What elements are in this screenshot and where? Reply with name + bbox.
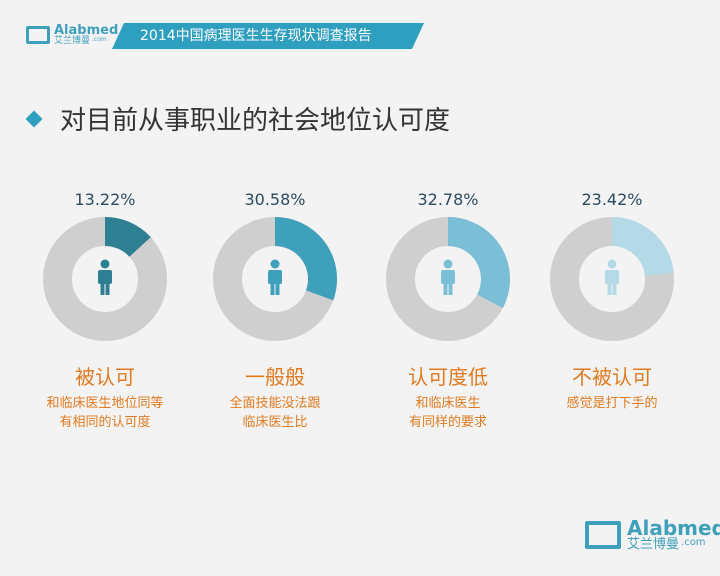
person-icon xyxy=(441,259,455,295)
donut-chart xyxy=(550,217,674,341)
category-label: 一般般 xyxy=(245,365,305,389)
category-desc: 和临床医生地位同等 有相同的认可度 xyxy=(20,394,190,432)
percent-value: 32.78% xyxy=(417,190,479,209)
desc-line: 感觉是打下手的 xyxy=(566,396,658,411)
brand-name: Alabmed xyxy=(54,23,119,38)
brand-suffix: .com xyxy=(92,36,107,43)
category-desc: 和临床医生有同样的要求 xyxy=(363,394,533,432)
footer-logo: Alabmed 艾兰博曼 .com xyxy=(585,518,720,551)
logo-icon xyxy=(585,520,621,549)
diamond-bullet-icon xyxy=(25,110,43,127)
person-icon xyxy=(605,259,619,295)
desc-line: 临床医生比 xyxy=(242,415,308,430)
donut-segment xyxy=(612,217,674,276)
category-desc: 全面技能没法跟 临床医生比 xyxy=(190,394,360,432)
stat-item: 32.78% 认可度低 和临床医生有同样的要求 xyxy=(363,190,533,432)
category-label: 认可度低 xyxy=(408,365,488,389)
desc-line: 和临床医生 xyxy=(415,396,481,411)
brand-name: Alabmed xyxy=(627,516,720,540)
section-title: 对目前从事职业的社会地位认可度 xyxy=(60,106,451,136)
donut-segment xyxy=(275,217,337,301)
stat-item: 23.42% 不被认可 感觉是打下手的 xyxy=(527,190,697,413)
section-heading: 对目前从事职业的社会地位认可度 xyxy=(25,100,451,137)
category-label: 不被认可 xyxy=(572,365,652,389)
desc-line: 和临床医生地位同等 xyxy=(46,396,164,411)
percent-value: 23.42% xyxy=(581,190,643,209)
category-label: 被认可 xyxy=(75,365,135,389)
donut-chart xyxy=(43,217,167,341)
desc-line: 有相同的认可度 xyxy=(59,415,151,430)
brand-suffix: .com xyxy=(681,537,706,548)
header-logo: Alabmed 艾兰博曼 .com xyxy=(26,24,118,46)
desc-line: 有同样的要求 xyxy=(408,415,487,430)
donut-segment xyxy=(448,217,510,309)
brand-cn: 艾兰博曼 xyxy=(54,36,91,46)
stat-item: 13.22% 被认可 和临床医生地位同等 有相同的认可度 xyxy=(20,190,190,432)
brand-cn: 艾兰博曼 xyxy=(627,537,680,552)
brand-sub-row: 艾兰博曼 .com xyxy=(54,37,118,46)
donut-segment xyxy=(105,217,151,257)
stat-item: 30.58% 一般般 全面技能没法跟 临床医生比 xyxy=(190,190,360,432)
percent-value: 30.58% xyxy=(244,190,306,209)
brand-sub-row: 艾兰博曼 .com xyxy=(627,537,720,552)
category-desc: 感觉是打下手的 xyxy=(527,394,697,413)
person-icon xyxy=(98,259,112,295)
report-title-banner: 2014中国病理医生生存现状调查报告 xyxy=(112,23,424,49)
logo-icon xyxy=(26,26,50,44)
donut-chart xyxy=(213,217,337,341)
percent-value: 13.22% xyxy=(74,190,136,209)
donut-chart xyxy=(386,217,510,341)
desc-line: 全面技能没法跟 xyxy=(229,396,321,411)
person-icon xyxy=(268,259,282,295)
